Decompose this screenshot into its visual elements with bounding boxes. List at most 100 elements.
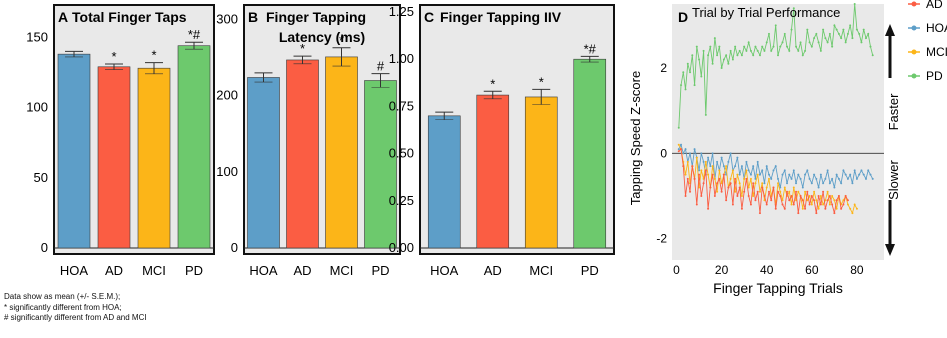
data-point (804, 190, 807, 193)
data-point (702, 49, 705, 52)
series-line-mci (678, 144, 858, 215)
data-point (713, 195, 716, 197)
data-point (725, 165, 728, 168)
series-line-ad (678, 148, 849, 214)
data-point (840, 182, 843, 185)
y-tick-label: 200 (216, 88, 238, 103)
data-point (758, 190, 761, 193)
data-point (698, 173, 701, 176)
data-point (779, 195, 782, 197)
data-point (743, 177, 746, 180)
data-point (761, 182, 764, 185)
data-point (770, 199, 773, 202)
data-point (808, 203, 811, 206)
data-point (736, 173, 739, 176)
data-point (734, 177, 737, 180)
data-point (752, 165, 755, 168)
data-point (738, 173, 741, 176)
data-point (729, 177, 732, 180)
data-point (822, 190, 825, 193)
data-point (711, 152, 714, 155)
data-point (801, 207, 804, 210)
data-point (709, 186, 712, 189)
data-point (738, 49, 741, 52)
data-point (745, 169, 748, 172)
x-tick-label: 60 (805, 263, 819, 277)
data-point (808, 195, 811, 197)
data-point (677, 150, 680, 153)
data-point (749, 173, 752, 176)
data-point (786, 190, 789, 193)
data-point (725, 54, 728, 57)
data-point (727, 160, 730, 163)
data-point (788, 199, 791, 202)
data-point (682, 152, 685, 155)
data-point (833, 212, 836, 215)
data-point (689, 190, 692, 193)
data-point (795, 45, 798, 48)
data-point (704, 160, 707, 163)
y-tick-label: 1.25 (389, 4, 414, 19)
data-point (864, 37, 867, 40)
data-point (810, 182, 813, 185)
data-point (774, 207, 777, 210)
data-point (770, 177, 773, 180)
data-point (864, 177, 867, 180)
data-point (849, 173, 852, 176)
category-tick-label: MCI (330, 263, 354, 278)
data-point (729, 152, 732, 155)
data-point (684, 195, 687, 197)
y-tick-label: 150 (26, 29, 48, 44)
data-point (686, 160, 689, 163)
data-point (867, 169, 870, 172)
data-point (716, 54, 719, 57)
data-point (792, 203, 795, 206)
data-point (833, 186, 836, 189)
data-point (808, 177, 811, 180)
note-line: * significantly different from HOA; (4, 302, 122, 312)
data-point (835, 207, 838, 210)
data-point (817, 207, 820, 210)
data-point (817, 41, 820, 44)
data-point (716, 160, 719, 163)
bar-pd (177, 45, 211, 249)
data-point (831, 195, 834, 197)
data-point (804, 49, 807, 52)
data-point (689, 152, 692, 155)
data-point (826, 190, 829, 193)
category-tick-label: HOA (430, 263, 459, 278)
category-tick-label: HOA (60, 263, 89, 278)
bar-hoa (427, 115, 461, 249)
data-point (749, 49, 752, 52)
data-point (871, 177, 874, 180)
data-point (844, 195, 847, 197)
data-point (815, 177, 818, 180)
data-point (786, 182, 789, 185)
data-point (837, 32, 840, 35)
data-point (711, 173, 714, 176)
significance-marker: *# (584, 41, 597, 56)
data-point (716, 182, 719, 185)
data-point (835, 199, 838, 202)
y-tick-label: 100 (26, 100, 48, 115)
faster-label: Faster (886, 93, 901, 131)
category-tick-label: PD (185, 263, 203, 278)
data-point (722, 58, 725, 61)
data-point (831, 177, 834, 180)
data-point (704, 113, 707, 116)
significance-marker: * (300, 41, 305, 56)
data-point (725, 199, 728, 202)
data-point (763, 199, 766, 202)
data-point (822, 203, 825, 206)
data-point (801, 199, 804, 202)
data-point (846, 177, 849, 180)
legend-label: HOA (926, 21, 947, 35)
data-point (862, 173, 865, 176)
bar-mci (524, 96, 558, 249)
data-point (824, 177, 827, 180)
data-point (810, 195, 813, 197)
data-point (754, 45, 757, 48)
legend-swatch-dot (911, 1, 917, 7)
data-point (707, 156, 710, 159)
